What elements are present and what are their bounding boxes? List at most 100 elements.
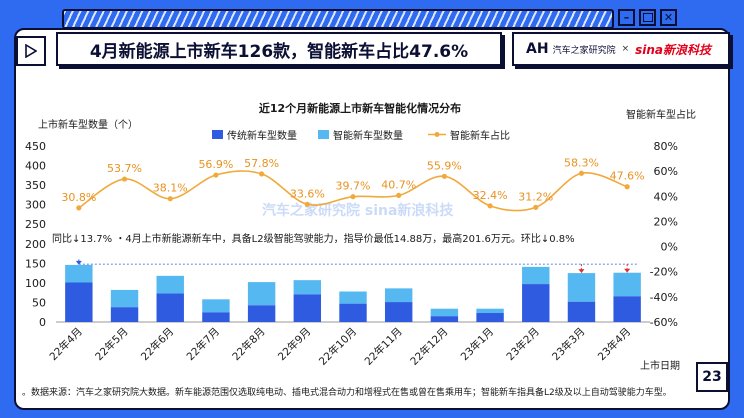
share-data-label: 40.7% <box>381 178 416 191</box>
content-card <box>14 28 730 410</box>
autohome-logo-text: 汽车之家研究院 <box>552 45 616 56</box>
x-tick-label: 22年9月 <box>275 325 313 363</box>
x-tick-label: 23年4月 <box>595 325 633 363</box>
y-axis-right-label: 智能新车型占比 <box>626 110 696 121</box>
y-left-tick-label: 0 <box>39 316 46 329</box>
share-point <box>533 204 539 210</box>
x-axis-label: 上市日期 <box>640 361 680 372</box>
x-tick-label: 22年10月 <box>316 325 359 368</box>
share-point <box>350 194 356 200</box>
legend-item-share: 智能新车占比 <box>428 127 510 142</box>
bar-traditional <box>202 312 230 322</box>
arrow-mom-apr-head <box>624 268 631 273</box>
y-right-tick-label: -40% <box>650 291 678 304</box>
y-left-tick-label: 150 <box>25 257 46 270</box>
y-left-tick-label: 250 <box>25 218 46 231</box>
maximize-button[interactable] <box>639 9 656 26</box>
share-data-label: 32.4% <box>473 189 508 202</box>
share-data-label: 33.6% <box>290 187 325 200</box>
x-tick-label: 22年12月 <box>408 325 451 368</box>
legend-label-share: 智能新车占比 <box>450 131 510 142</box>
bar-traditional <box>522 284 550 322</box>
share-point <box>578 170 585 176</box>
bar-smart <box>247 282 276 306</box>
bar-traditional <box>567 301 596 322</box>
bar-smart <box>430 308 459 317</box>
share-point <box>76 205 82 211</box>
x-tick-label: 22年8月 <box>230 325 268 363</box>
bar-smart <box>522 266 550 285</box>
share-point <box>259 171 265 177</box>
play-button[interactable] <box>16 36 46 66</box>
share-data-label: 53.7% <box>107 162 142 175</box>
bar-smart <box>110 289 139 308</box>
autohome-logo-icon: AH <box>526 41 549 57</box>
x-tick-label: 22年11月 <box>362 325 405 368</box>
legend-item-traditional: 传统新车型数量 <box>212 127 297 142</box>
x-tick-label: 22年6月 <box>138 325 176 363</box>
maximize-icon <box>642 13 653 22</box>
share-data-label: 58.3% <box>564 156 599 169</box>
close-button[interactable]: ✕ <box>660 9 677 26</box>
bar-smart <box>293 280 322 295</box>
share-data-label: 47.6% <box>610 170 645 183</box>
share-data-label: 30.8% <box>61 191 96 204</box>
y-left-tick-label: 100 <box>25 277 46 290</box>
y-axis-left-label: 上市新车型数量（个） <box>38 120 138 131</box>
share-point <box>441 173 447 179</box>
share-point <box>121 176 128 182</box>
legend-swatch-share <box>428 132 446 137</box>
close-icon: ✕ <box>663 11 674 24</box>
share-point <box>213 172 219 178</box>
bar-smart <box>476 308 504 314</box>
y-left-tick-label: 200 <box>25 238 46 251</box>
legend-swatch-smart <box>318 130 329 139</box>
share-data-label: 56.9% <box>198 158 233 171</box>
bar-smart <box>339 291 367 304</box>
x-tick-label: 22年4月 <box>47 325 85 363</box>
bar-smart <box>567 273 596 302</box>
bar-traditional <box>156 293 184 322</box>
x-tick-label: 22年7月 <box>184 325 222 363</box>
x-tick-label: 23年3月 <box>549 325 587 363</box>
legend-swatch-traditional <box>212 130 223 139</box>
minimize-icon: – <box>623 11 630 24</box>
play-icon <box>25 44 37 58</box>
minimize-button[interactable]: – <box>618 9 635 26</box>
share-point <box>304 201 310 207</box>
share-point <box>624 184 630 190</box>
x-tick-label: 23年1月 <box>458 325 496 363</box>
page-title: 4月新能源上市新车126款，智能新车占比47.6% <box>56 32 502 66</box>
legend-label-smart: 智能新车型数量 <box>333 131 403 142</box>
page-number: 23 <box>696 362 728 392</box>
share-data-label: 39.7% <box>336 180 371 193</box>
y-right-tick-label: -20% <box>650 266 678 279</box>
bar-traditional <box>293 294 322 322</box>
logo-bar: AH 汽车之家研究院 × sina新浪科技 <box>512 32 730 66</box>
y-left-tick-label: 400 <box>25 160 46 173</box>
arrow-mom-mar-head <box>578 269 585 274</box>
y-right-tick-label: 40% <box>654 190 678 203</box>
bar-traditional <box>384 302 413 322</box>
share-data-label: 38.1% <box>153 182 188 195</box>
chart-title: 近12个月新能源上市新车智能化情况分布 <box>258 102 462 115</box>
bar-traditional <box>339 303 367 322</box>
x-tick-label: 22年5月 <box>92 325 130 363</box>
bar-traditional <box>476 313 504 322</box>
bar-smart <box>156 275 184 294</box>
bar-traditional <box>110 307 139 322</box>
footnote: 。数据来源：汽车之家研究院大数据。新车能源范围仅选取纯电动、插电式混合动力和增程… <box>22 388 672 398</box>
y-right-tick-label: 0% <box>661 241 678 254</box>
y-right-tick-label: -60% <box>650 316 678 329</box>
bar-traditional <box>65 282 93 322</box>
bar-smart <box>65 264 93 283</box>
y-left-tick-label: 300 <box>25 199 46 212</box>
share-data-label: 55.9% <box>427 159 462 172</box>
arrow-yoy-head <box>75 260 82 265</box>
chart-annotation: 同比↓13.7% ・4月上市新能源新车中，具备L2级智能驾驶能力，指导价最低14… <box>52 234 575 245</box>
y-right-tick-label: 60% <box>654 165 678 178</box>
y-right-tick-label: 20% <box>654 215 678 228</box>
legend-item-smart: 智能新车型数量 <box>318 127 403 142</box>
y-right-tick-label: 80% <box>654 140 678 153</box>
